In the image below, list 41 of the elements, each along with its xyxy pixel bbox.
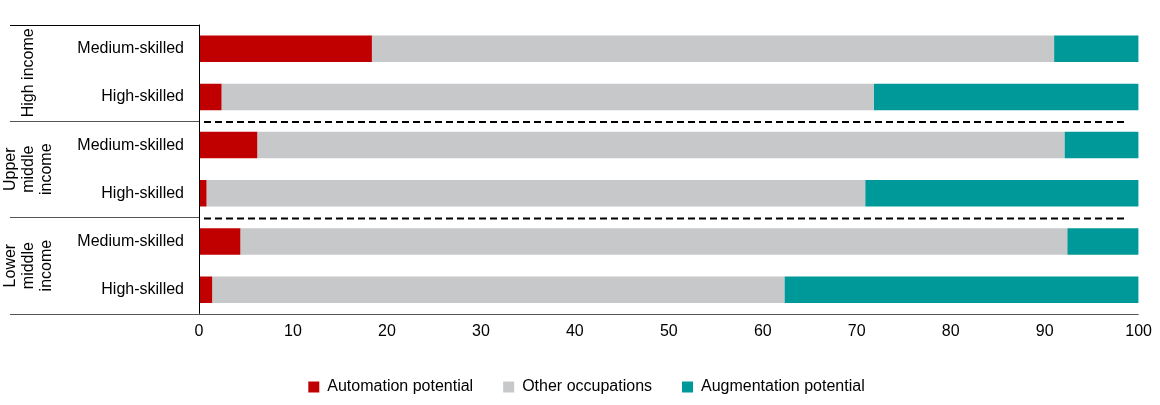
y-tick-label: High-skilled <box>101 183 184 201</box>
y-tick-label: Medium-skilled <box>77 231 184 249</box>
x-tick-label: 50 <box>659 321 678 339</box>
x-tick-label: 70 <box>847 321 866 339</box>
bar <box>199 276 213 303</box>
text: High income <box>19 28 37 118</box>
x-tick-label: 100 <box>1125 321 1153 339</box>
bar <box>1064 131 1139 159</box>
text: Lower middle income <box>1 239 55 292</box>
x-tick-label: 10 <box>284 321 302 339</box>
bar <box>212 276 785 303</box>
x-tick-label: 90 <box>1035 321 1054 339</box>
bar <box>199 35 372 62</box>
y-tick-label: Medium-skilled <box>77 39 184 57</box>
x-tick-label: 40 <box>565 321 584 339</box>
bar <box>199 228 241 255</box>
x-tick-label: 20 <box>378 321 396 339</box>
legend-label: Automation potential <box>327 377 474 395</box>
x-tick-label: 0 <box>194 321 204 339</box>
y-tick-label: High-skilled <box>101 280 184 298</box>
bar <box>199 83 222 111</box>
bar <box>865 180 1139 207</box>
text: Upper middle income <box>1 143 55 195</box>
y-tick-label: Medium-skilled <box>77 135 184 153</box>
bar <box>873 83 1139 111</box>
bar <box>371 35 1055 62</box>
bar <box>257 131 1065 159</box>
x-tick-label: 30 <box>472 321 490 339</box>
x-tick-label: 60 <box>753 321 772 339</box>
bar <box>784 276 1139 303</box>
bar <box>1054 35 1139 62</box>
bar <box>199 180 207 207</box>
bar <box>199 131 258 159</box>
legend-label: Augmentation potential <box>701 377 865 395</box>
bar <box>240 228 1068 255</box>
bar <box>206 180 866 207</box>
y-tick-label: High-skilled <box>101 87 184 105</box>
bar <box>221 83 874 111</box>
legend-label: Other occupations <box>522 377 653 395</box>
x-tick-label: 80 <box>941 321 960 339</box>
bar <box>1067 228 1139 255</box>
